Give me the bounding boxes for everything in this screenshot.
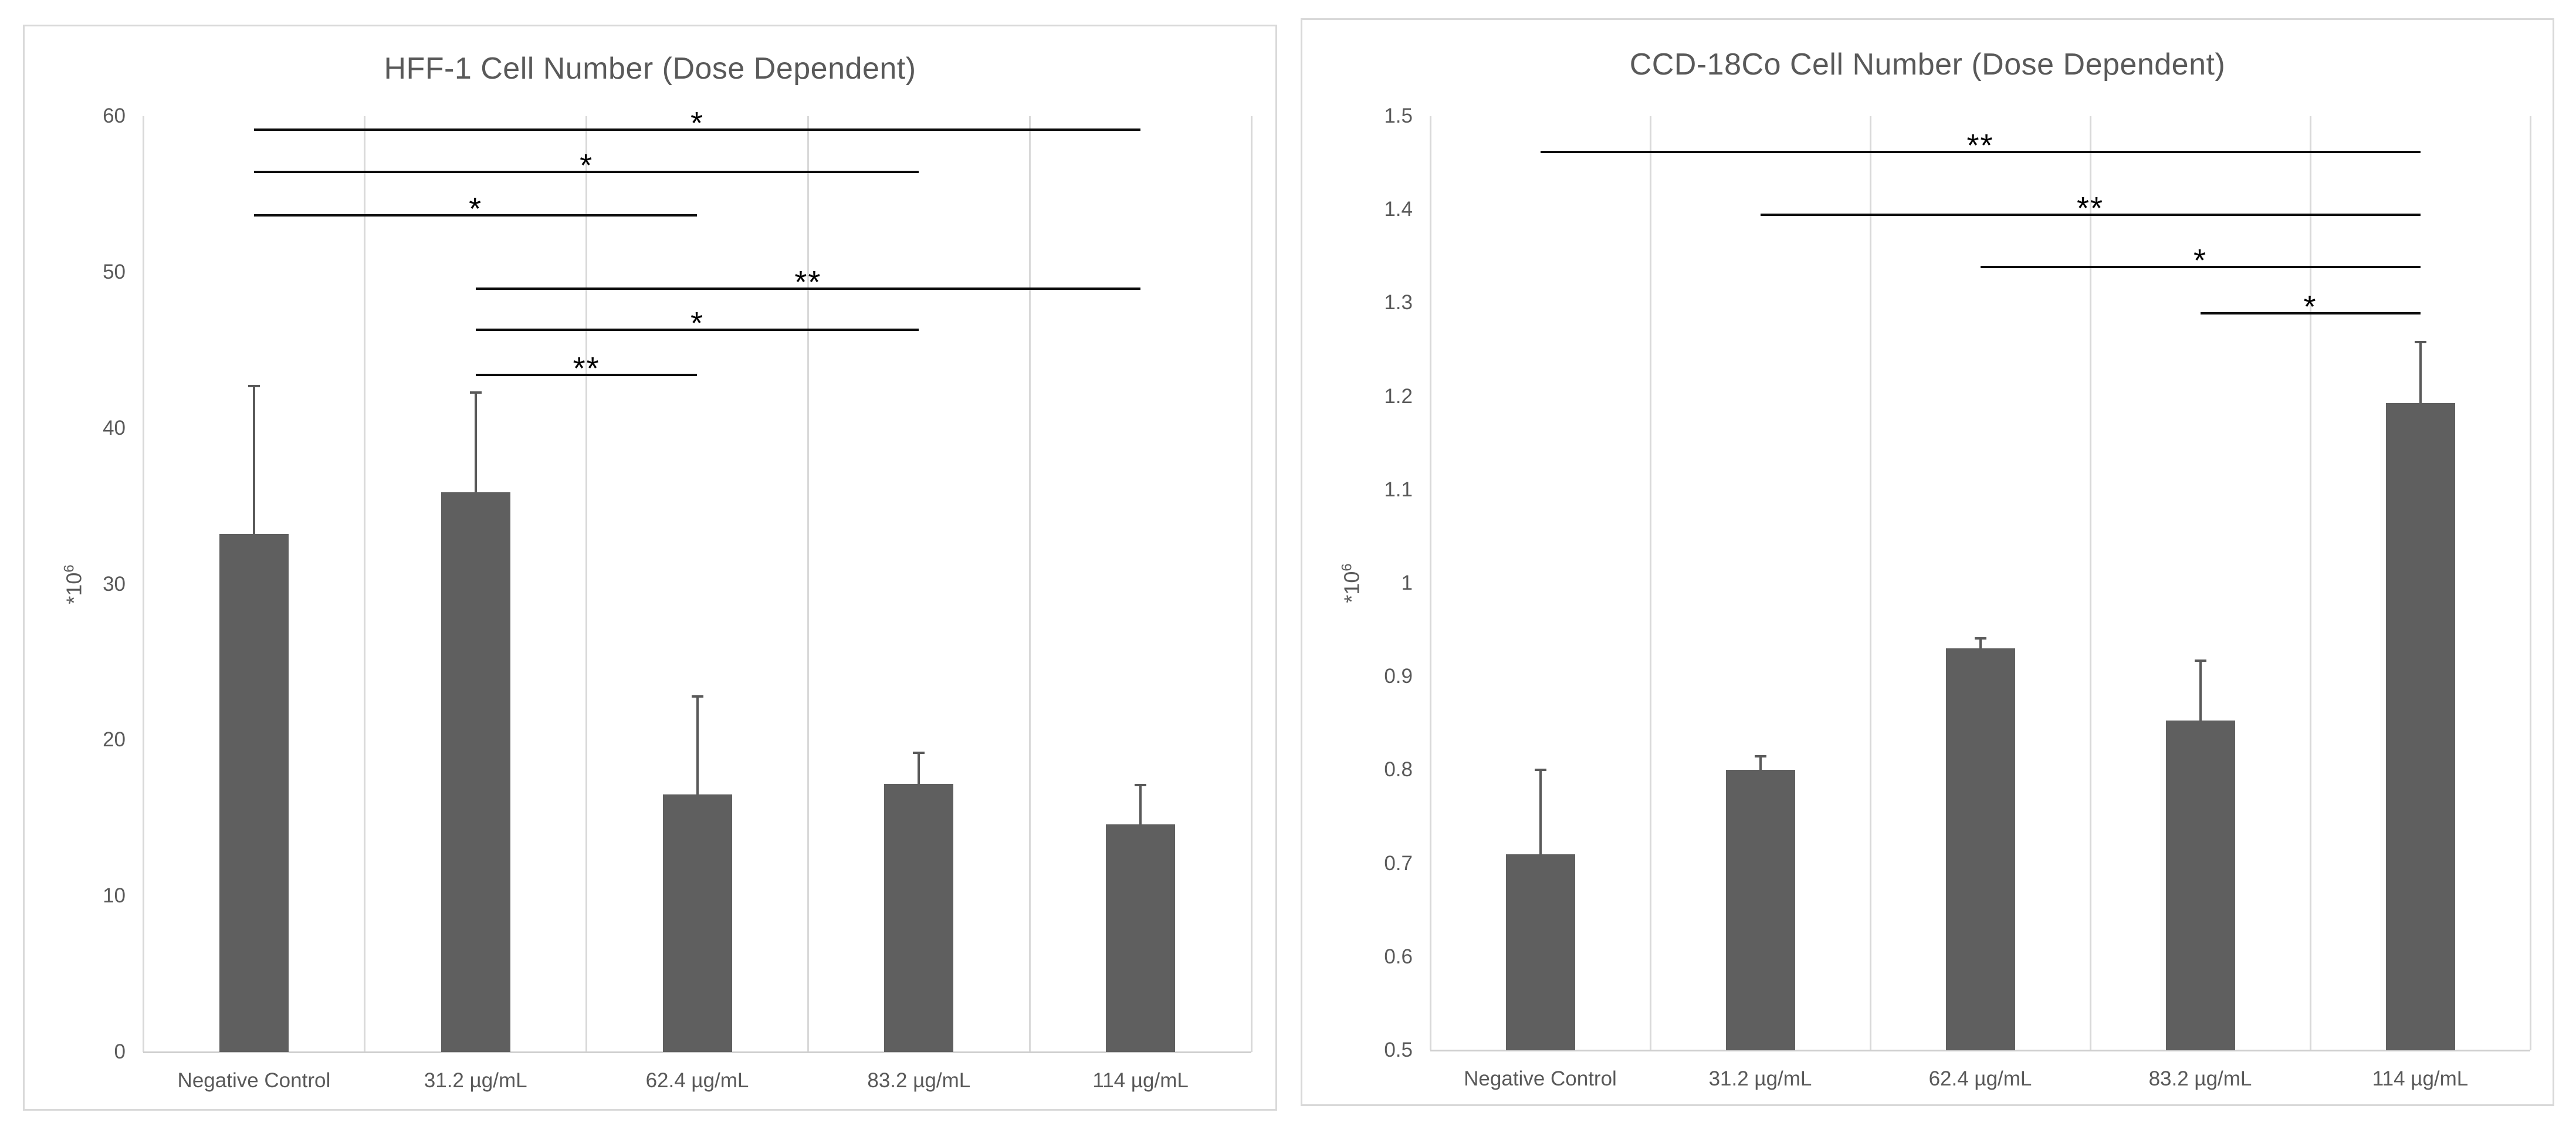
significance-label: * (469, 191, 483, 227)
data-bar (1106, 824, 1176, 1052)
error-bar-whisker (918, 752, 920, 784)
significance-bracket (475, 288, 1141, 290)
significance-label: ** (1966, 127, 1994, 163)
y-tick-label: 0.6 (1384, 945, 1413, 968)
error-bar-whisker (2419, 342, 2422, 403)
significance-bracket (1540, 150, 2421, 153)
error-bar-whisker (474, 392, 477, 492)
category-gridline (1869, 116, 1871, 1050)
data-bar (441, 492, 510, 1052)
significance-label: ** (573, 350, 600, 386)
error-bar-whisker (1139, 785, 1142, 824)
x-category-label: Negative Control (177, 1069, 331, 1092)
category-gridline (2309, 116, 2311, 1050)
plot-area: 0 10 20 30 40 50 60 Negative Control 31.2 µg/mL 6… (25, 26, 1275, 1109)
category-gridline (1250, 116, 1253, 1052)
x-category-label: 114 µg/mL (1092, 1069, 1189, 1092)
error-bar-whisker (1759, 756, 1762, 770)
data-bar (219, 534, 289, 1052)
category-gridline (1028, 116, 1031, 1052)
y-tick-label: 50 (103, 260, 126, 283)
y-tick-label: 0.5 (1384, 1039, 1413, 1061)
error-bar-cap (1135, 784, 1147, 787)
y-axis-line (142, 116, 144, 1052)
error-bar-cap (913, 751, 925, 754)
category-gridline (807, 116, 809, 1052)
data-bar (1945, 648, 2015, 1050)
significance-bracket (475, 328, 919, 331)
significance-bracket (253, 214, 698, 217)
significance-bracket (253, 171, 919, 174)
y-tick-label: 1.3 (1384, 291, 1413, 314)
error-bar-cap (248, 384, 260, 387)
category-gridline (1649, 116, 1651, 1050)
chart-title: CCD-18Co Cell Number (Dose Dependent) (1629, 48, 2226, 82)
significance-bracket (475, 373, 698, 376)
x-axis-line (1430, 1050, 2530, 1051)
y-tick-label: 30 (103, 572, 126, 596)
data-bar (1725, 770, 1795, 1050)
chart-title: HFF-1 Cell Number (Dose Dependent) (384, 52, 916, 86)
error-bar-cap (469, 391, 482, 394)
plot-area: 0.5 0.6 0.7 0.8 0.9 1 1.1 1.2 1.3 1.4 1.5 Negative … (1302, 20, 2553, 1104)
x-axis-line (143, 1051, 1251, 1053)
error-bar-cap (2414, 341, 2426, 344)
y-tick-label: 1.4 (1384, 198, 1413, 221)
significance-label: ** (2076, 190, 2104, 226)
y-tick-label: 1.5 (1384, 104, 1413, 127)
data-bar (2385, 403, 2455, 1050)
category-gridline (364, 116, 366, 1052)
x-category-label: 83.2 µg/mL (867, 1069, 971, 1092)
significance-bracket (2200, 312, 2421, 315)
error-bar-cap (1534, 769, 1546, 772)
significance-label: * (2193, 242, 2207, 278)
data-bar (884, 783, 954, 1052)
y-tick-label: 40 (103, 416, 126, 439)
data-bar (2165, 721, 2235, 1050)
data-bar (662, 794, 732, 1052)
significance-label: * (690, 106, 704, 141)
x-category-label: Negative Control (1464, 1067, 1617, 1090)
y-tick-label: 20 (103, 728, 126, 752)
y-tick-label: 10 (103, 884, 126, 908)
x-category-label: 83.2 µg/mL (2148, 1067, 2252, 1090)
data-bar (1505, 854, 1575, 1050)
y-tick-label: 0 (114, 1040, 126, 1063)
error-bar-cap (691, 695, 703, 698)
significance-label: * (2303, 289, 2317, 325)
error-bar-whisker (2199, 661, 2202, 721)
y-tick-label: 1.1 (1384, 478, 1413, 501)
significance-label: * (690, 305, 704, 341)
x-category-label: 62.4 µg/mL (645, 1069, 749, 1092)
y-axis-line (1429, 116, 1431, 1050)
category-gridline (585, 116, 588, 1052)
significance-bracket (1980, 265, 2421, 268)
y-tick-label: 0.8 (1384, 758, 1413, 782)
category-gridline (2529, 116, 2531, 1050)
x-category-label: 31.2 µg/mL (424, 1069, 527, 1092)
error-bar-whisker (696, 696, 699, 795)
error-bar-cap (1754, 755, 1766, 757)
chart-ccd18co: CCD-18Co Cell Number (Dose Dependent) * 1… (1301, 18, 2554, 1106)
error-bar-whisker (1539, 770, 1542, 854)
y-tick-label: 60 (103, 104, 126, 127)
significance-label: * (580, 148, 594, 184)
significance-bracket (253, 128, 1141, 131)
chart-hff1: HFF-1 Cell Number (Dose Dependent) *106 … (23, 25, 1277, 1111)
error-bar-cap (2194, 659, 2206, 662)
y-tick-label: 0.9 (1384, 665, 1413, 688)
y-tick-label: 1.2 (1384, 384, 1413, 408)
significance-bracket (1760, 213, 2421, 216)
x-category-label: 31.2 µg/mL (1708, 1067, 1812, 1090)
error-bar-whisker (252, 385, 255, 535)
significance-label: ** (794, 265, 822, 300)
error-bar-whisker (1979, 638, 1982, 649)
error-bar-cap (1974, 637, 1986, 640)
x-category-label: 114 µg/mL (2372, 1067, 2469, 1090)
category-gridline (2089, 116, 2091, 1050)
y-tick-label: 0.7 (1384, 851, 1413, 875)
x-category-label: 62.4 µg/mL (1928, 1067, 2032, 1090)
y-tick-label: 1 (1401, 571, 1413, 594)
